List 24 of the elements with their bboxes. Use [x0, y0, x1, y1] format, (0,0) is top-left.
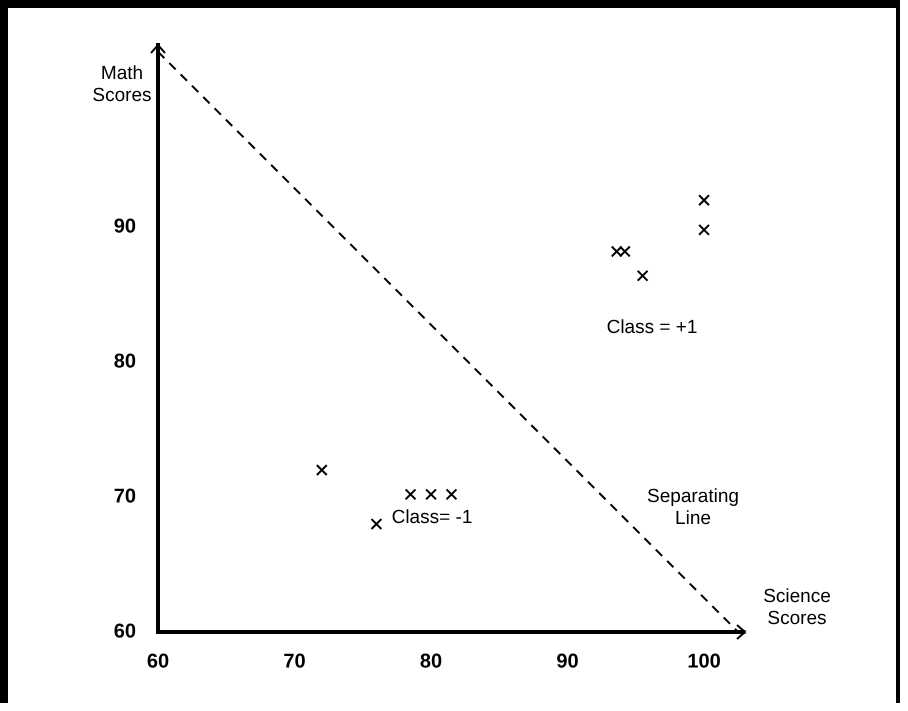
x-tick-label: 90: [556, 650, 579, 673]
point: [610, 246, 623, 258]
point: [698, 194, 710, 206]
point: [370, 518, 382, 530]
x-tick-label: 60: [146, 650, 170, 673]
annotation: Class= -1: [392, 507, 472, 528]
point: [698, 224, 710, 236]
point: [636, 270, 649, 282]
y-axis-title: Math Scores: [92, 63, 152, 107]
x-tick-label: 80: [420, 650, 442, 673]
point: [404, 488, 416, 500]
x-tick-label: 100: [687, 650, 721, 673]
annotation: Separating Line: [647, 486, 739, 530]
point: [618, 246, 631, 258]
y-tick-label: 80: [114, 350, 136, 373]
point: [316, 464, 328, 476]
y-tick-label: 90: [114, 216, 136, 238]
annotation: Class = +1: [606, 317, 698, 338]
y-tick-label: 60: [114, 620, 136, 643]
point: [446, 488, 458, 500]
x-axis-title: Science Scores: [762, 586, 832, 630]
x-tick-label: 70: [283, 650, 306, 673]
y-tick-label: 70: [114, 486, 136, 508]
point: [425, 488, 437, 500]
